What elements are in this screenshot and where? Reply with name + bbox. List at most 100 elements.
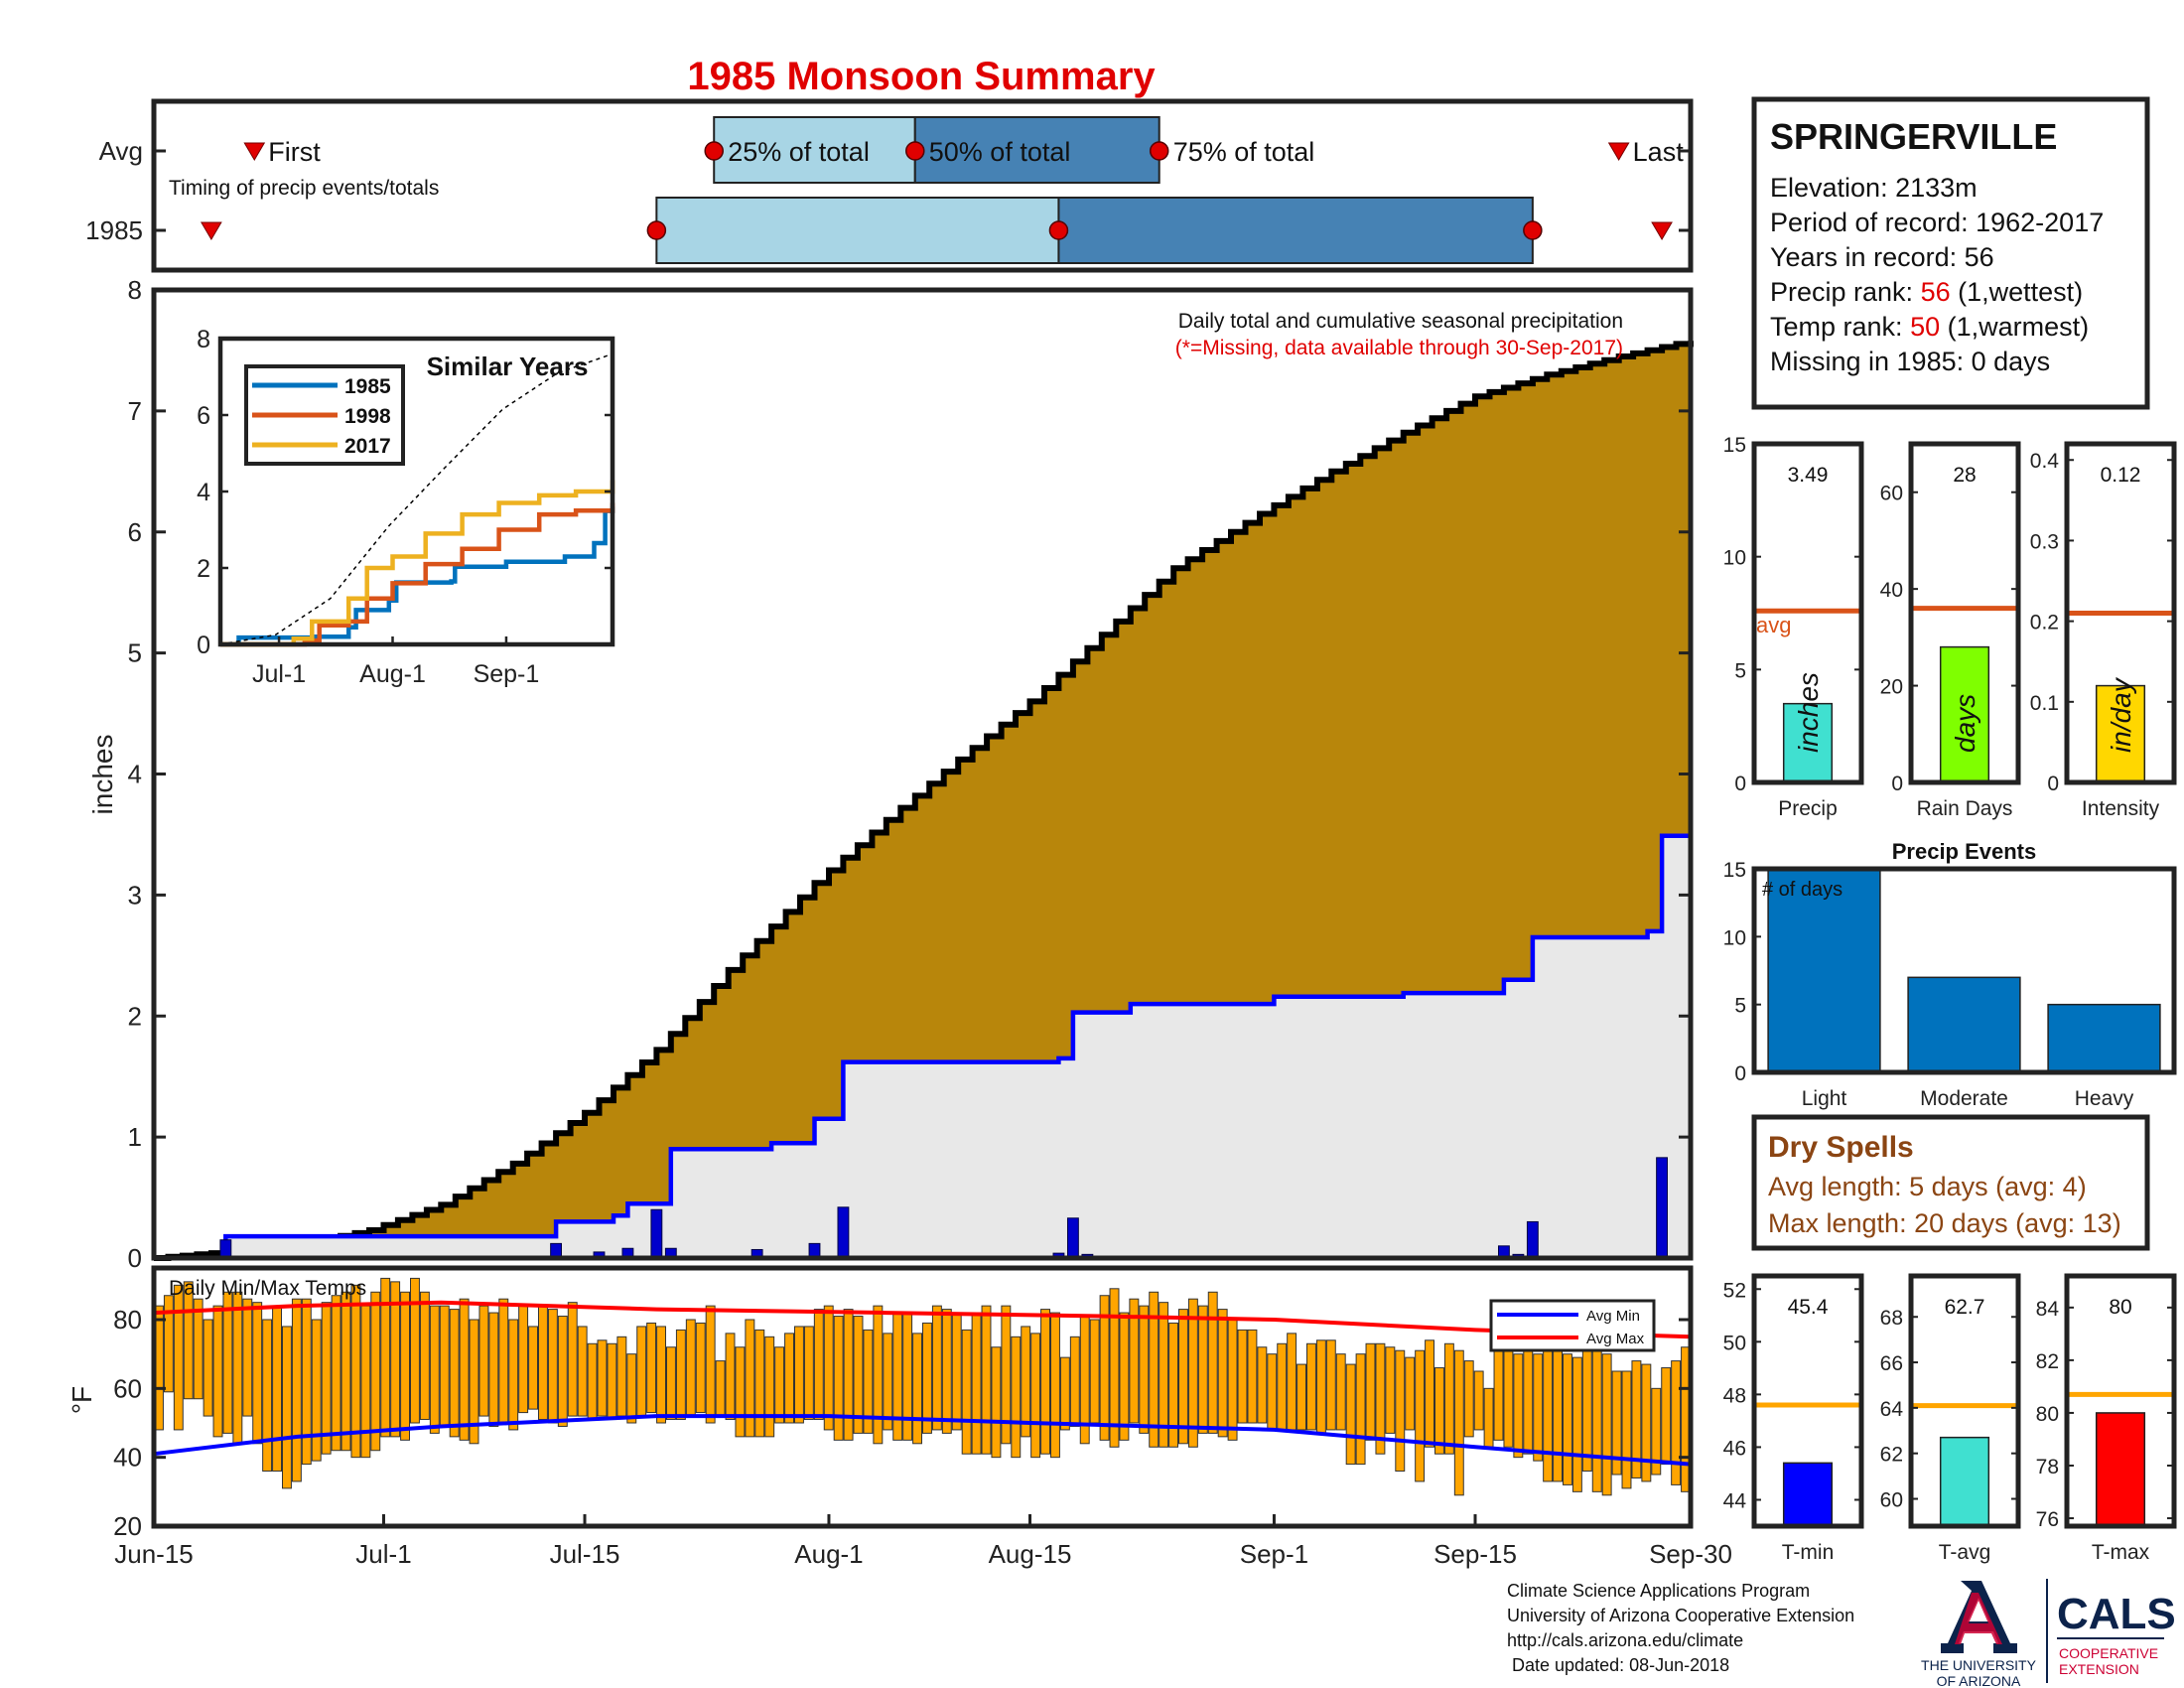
temp-range-bar	[636, 1326, 647, 1417]
temp-range-bar	[1523, 1342, 1534, 1455]
station-info-box: SPRINGERVILLE Elevation: 2133m Period of…	[1751, 96, 2150, 410]
temp-range-bar	[173, 1284, 184, 1431]
temp-range-bar	[311, 1319, 322, 1462]
inset-y-tick-label: 0	[197, 632, 210, 659]
y-tick-label: 0	[1891, 773, 1903, 795]
temp-range-bar	[1325, 1339, 1336, 1431]
temp-range-bar	[1187, 1298, 1198, 1448]
y-tick-label: 78	[2036, 1456, 2059, 1478]
panel-frame	[2064, 441, 2177, 785]
temp-range-bar	[695, 1322, 706, 1414]
temp-range-bar	[301, 1298, 312, 1466]
temp-range-bar	[646, 1322, 657, 1414]
footer-line: University of Arizona Cooperative Extens…	[1507, 1606, 1854, 1625]
y1985-p75-marker	[1523, 220, 1543, 240]
y1985-50-75-box	[1057, 197, 1534, 264]
x-axis-label: Rain Days	[1917, 797, 2013, 820]
temp-range-bar	[1601, 1353, 1612, 1496]
temp-range-bar	[350, 1284, 361, 1459]
temp-range-bar	[626, 1353, 637, 1424]
panel-frame	[1908, 1273, 2021, 1529]
average-reference-line	[219, 352, 614, 645]
temp-range-bar	[478, 1305, 489, 1417]
temp-range-bar	[242, 1298, 253, 1417]
first-label: First	[268, 137, 321, 167]
temp-range-bar	[991, 1346, 1002, 1459]
temp-range-bar	[951, 1312, 962, 1431]
y-tick-label: 0.2	[2030, 612, 2059, 634]
avg-last-marker	[1607, 142, 1630, 161]
events-inner-label: # of days	[1762, 879, 1843, 901]
rain-days-panel: 0 20 40 60 28 Rain Days days	[1880, 441, 2021, 820]
temps-frame	[151, 1265, 1694, 1529]
temp-range-bar	[794, 1326, 804, 1424]
panel-frame	[1908, 441, 2021, 785]
timing-frame	[151, 98, 1694, 273]
footer-line: Climate Science Applications Program	[1507, 1581, 1810, 1601]
footer-credits: Climate Science Applications Program Uni…	[1507, 1581, 1854, 1675]
events-frame	[1751, 866, 2177, 1075]
temp-range-bar	[784, 1333, 794, 1424]
temp-range-bar	[813, 1309, 824, 1421]
unit-label: inches	[1793, 672, 1824, 753]
daily-precip-bar	[837, 1206, 850, 1259]
temp-range-bar	[1109, 1288, 1120, 1448]
tmin-panel: 44 46 48 50 52 45.4 T-min	[1723, 1273, 1864, 1564]
temp-range-bar	[1217, 1309, 1228, 1438]
temp-range-bar	[449, 1309, 460, 1438]
x-tick-label: Jul-1	[355, 1539, 411, 1569]
y-tick-label: 0	[128, 1243, 142, 1273]
cumulative-1985-line	[154, 833, 1691, 1261]
y-tick-label: 62	[1880, 1444, 1903, 1467]
temp-range-bar	[981, 1305, 992, 1455]
dry-spells-max: Max length: 20 days (avg: 13)	[1768, 1208, 2121, 1238]
temp-range-bar	[1503, 1346, 1514, 1448]
y-tick-label: 84	[2036, 1298, 2060, 1321]
temps-y-tick-label: 20	[113, 1511, 142, 1541]
average-label: avg	[1756, 613, 1791, 637]
y-tick-label: 2	[128, 1001, 142, 1031]
temp-range-bar	[193, 1298, 204, 1400]
temp-range-bar	[873, 1305, 884, 1445]
temp-range-bar	[754, 1329, 765, 1438]
y-tick-label: 44	[1723, 1489, 1747, 1512]
panel-frame	[1751, 441, 1864, 785]
temp-range-bar	[577, 1326, 588, 1417]
y-tick-label: 1	[128, 1122, 142, 1152]
y-tick-label: 3	[128, 880, 142, 910]
x-axis-label: T-avg	[1939, 1541, 1991, 1564]
temp-range-bar	[1129, 1298, 1140, 1424]
temp-range-bar	[912, 1333, 922, 1445]
y-tick-label: 50	[1723, 1332, 1746, 1354]
temp-range-bar	[1345, 1363, 1356, 1466]
temp-range-bar	[163, 1295, 174, 1393]
temp-range-bar	[1415, 1349, 1426, 1482]
tmax-panel: 76 78 80 82 84 80 T-max	[2036, 1273, 2177, 1564]
temp-range-bar	[1207, 1291, 1218, 1434]
temp-range-bar	[518, 1305, 529, 1414]
temp-range-bar	[715, 1360, 726, 1417]
temp-range-bar	[262, 1319, 273, 1473]
temp-range-bar	[902, 1312, 913, 1441]
temp-range-bar	[1089, 1319, 1100, 1424]
temp-range-bar	[1227, 1319, 1238, 1441]
precip-events-panel: Light Moderate Heavy 0 5 10 15 Precip Events # o…	[1723, 839, 2177, 1110]
temp-range-bar	[1287, 1333, 1297, 1431]
temps-legend	[1489, 1299, 1656, 1352]
y-tick-label: 0.1	[2030, 692, 2059, 715]
station-temp-rank: Temp rank: 50 (1,warmest)	[1770, 312, 2089, 342]
temp-range-bar	[774, 1346, 785, 1424]
y-tick-label: 15	[1723, 434, 1746, 457]
temp-range-bar	[1021, 1326, 1031, 1438]
temp-range-bar	[1099, 1295, 1110, 1441]
temp-range-bar	[222, 1291, 233, 1434]
temp-range-bar	[1533, 1353, 1544, 1462]
temp-range-bar	[282, 1326, 292, 1489]
temps-y-axis-label: °F	[67, 1386, 97, 1414]
daily-precip-bar	[1656, 1157, 1668, 1259]
temp-range-bar	[203, 1319, 213, 1417]
event-bar	[1767, 868, 1881, 1073]
temp-range-bar	[1050, 1312, 1060, 1459]
temp-range-bar	[1030, 1333, 1041, 1459]
